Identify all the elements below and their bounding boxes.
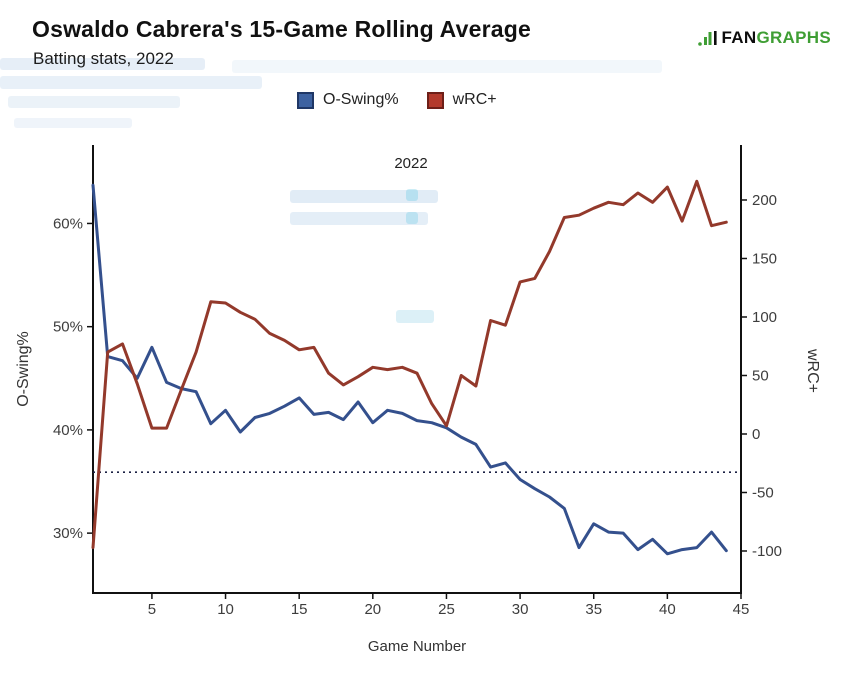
x-axis-tick-label: 15 <box>291 601 308 618</box>
x-axis-tick-label: 40 <box>659 601 676 618</box>
right-axis-tick-label: 200 <box>752 192 777 209</box>
x-axis-tick-label: 20 <box>364 601 381 618</box>
x-axis-tick-label: 35 <box>585 601 602 618</box>
left-axis-tick-label: 40% <box>53 422 83 439</box>
brand-text: FANGRAPHS <box>722 28 831 48</box>
wrc-line <box>91 179 728 549</box>
legend-item-oswing: O-Swing% <box>297 91 399 109</box>
fangraphs-logo: FANGRAPHS <box>697 28 831 48</box>
right-axis-tick-label: -50 <box>752 484 774 501</box>
x-axis-tick-label: 5 <box>148 601 156 618</box>
right-axis-tick-label: -100 <box>752 543 782 560</box>
right-axis-tick-label: 50 <box>752 367 769 384</box>
oswing-line <box>91 183 728 556</box>
chart-legend: O-Swing% wRC+ <box>297 91 497 109</box>
x-axis-tick-label: 30 <box>512 601 529 618</box>
left-axis-tick-label: 30% <box>53 525 83 542</box>
brand-graphs: GRAPHS <box>756 28 831 47</box>
page-subtitle: Batting stats, 2022 <box>33 49 174 68</box>
year-annotation: 2022 <box>394 155 428 172</box>
x-axis-tick-label: 25 <box>438 601 455 618</box>
right-axis-tick-label: 150 <box>752 250 777 267</box>
brand-fan: FAN <box>721 28 757 47</box>
oswing-legend-label: O-Swing% <box>323 91 399 108</box>
x-axis-tick-label: 10 <box>217 601 234 618</box>
right-axis-tick-label: 0 <box>752 426 760 443</box>
right-axis-tick-label: 100 <box>752 309 777 326</box>
wrc-legend-swatch <box>426 91 444 109</box>
oswing-legend-swatch <box>297 91 314 109</box>
left-axis-tick-label: 50% <box>53 319 83 336</box>
x-axis-title: Game Number <box>367 638 467 655</box>
left-axis-title: O-Swing% <box>15 331 32 407</box>
legend-item-wrc: wRC+ <box>426 91 497 109</box>
x-axis-tick-label: 45 <box>733 601 750 618</box>
right-axis-title: wRC+ <box>804 348 821 393</box>
left-axis-tick-label: 60% <box>53 215 83 232</box>
wrc-legend-label: wRC+ <box>452 91 497 108</box>
fangraphs-logo-icon <box>697 31 717 46</box>
page-title: Oswaldo Cabrera's 15-Game Rolling Averag… <box>32 16 531 42</box>
